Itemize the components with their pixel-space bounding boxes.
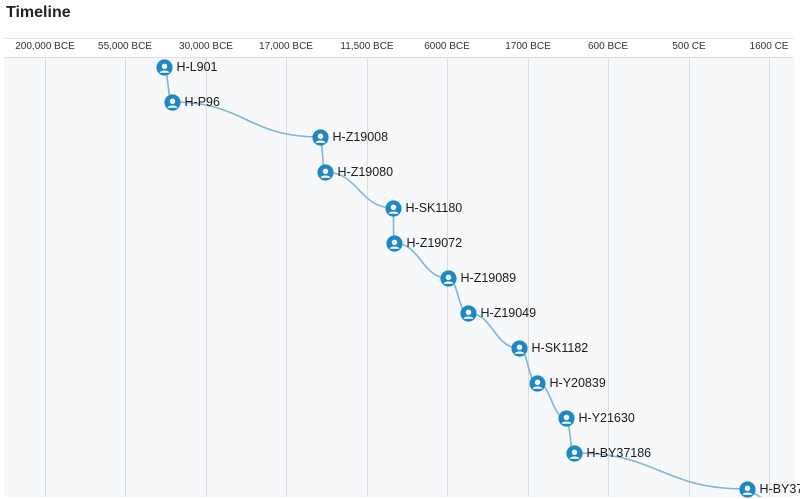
node-label: H-Z19089 xyxy=(461,271,517,285)
lineage-links xyxy=(4,39,794,497)
lineage-node[interactable]: H-BY37188 xyxy=(739,479,800,499)
person-icon xyxy=(385,200,402,217)
lineage-node[interactable]: H-SK1180 xyxy=(385,198,463,218)
person-icon xyxy=(511,340,528,357)
timeline-panel[interactable]: 200,000 BCE 55,000 BCE 30,000 BCE 17,000… xyxy=(4,38,794,497)
node-label: H-Z19080 xyxy=(338,165,394,179)
node-label: H-Z19049 xyxy=(481,306,537,320)
page-title: Timeline xyxy=(6,4,71,22)
node-label: H-SK1182 xyxy=(532,341,589,355)
node-label: H-Z19072 xyxy=(407,236,463,250)
person-icon xyxy=(312,129,329,146)
lineage-node[interactable]: H-Y20839 xyxy=(529,373,606,393)
node-label: H-BY37186 xyxy=(587,446,652,460)
lineage-node[interactable]: H-Z19072 xyxy=(386,233,463,253)
person-icon xyxy=(317,164,334,181)
person-icon xyxy=(156,59,173,76)
person-icon xyxy=(460,305,477,322)
node-label: H-L901 xyxy=(177,60,218,74)
node-label: H-BY37188 xyxy=(760,482,800,496)
lineage-node[interactable]: H-Z19080 xyxy=(317,162,394,182)
node-label: H-Y20839 xyxy=(550,376,606,390)
person-icon xyxy=(386,235,403,252)
node-label: H-P96 xyxy=(185,95,220,109)
node-label: H-Z19008 xyxy=(333,130,389,144)
node-label: H-SK1180 xyxy=(406,201,463,215)
person-icon xyxy=(529,375,546,392)
node-label: H-Y21630 xyxy=(579,411,635,425)
person-icon xyxy=(440,270,457,287)
person-icon xyxy=(566,445,583,462)
person-icon xyxy=(164,94,181,111)
lineage-node[interactable]: H-BY37186 xyxy=(566,443,652,463)
lineage-node[interactable]: H-Z19089 xyxy=(440,268,517,288)
person-icon xyxy=(739,481,756,498)
lineage-node[interactable]: H-SK1182 xyxy=(511,338,589,358)
lineage-node[interactable]: H-Z19008 xyxy=(312,127,389,147)
person-icon xyxy=(558,410,575,427)
lineage-node[interactable]: H-Z19049 xyxy=(460,303,537,323)
lineage-node[interactable]: H-Y21630 xyxy=(558,408,635,428)
lineage-node[interactable]: H-P96 xyxy=(164,92,220,112)
lineage-node[interactable]: H-L901 xyxy=(156,57,218,77)
